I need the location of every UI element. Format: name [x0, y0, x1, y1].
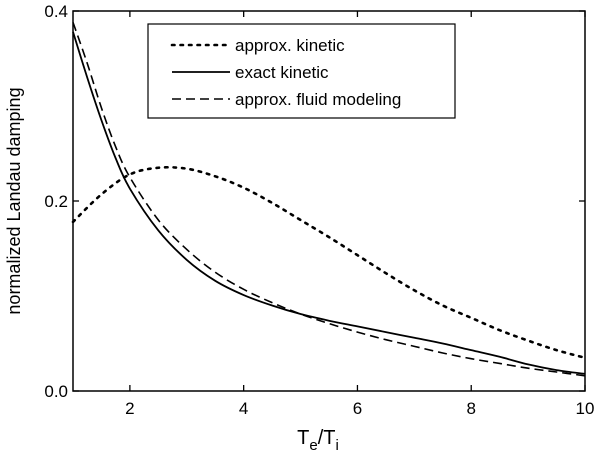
series-line-exact-kinetic [72, 31, 586, 375]
axis-tick-labels: 2 4 6 8 10 0.0 0.2 0.4 [44, 2, 594, 418]
y-axis-title: normalized Landau damping [4, 87, 24, 314]
axis-ticks [73, 10, 586, 392]
series-line-approx-fluid-modeling [72, 22, 586, 377]
x-tick-label: 2 [125, 399, 134, 418]
x-axis-title: Te/Ti [297, 427, 339, 454]
series-layer [71, 22, 587, 377]
x-axis-title-sub-i: i [336, 437, 339, 454]
x-tick-label: 10 [576, 399, 595, 418]
x-tick-label: 4 [239, 399, 248, 418]
x-axis-title-main: T [297, 427, 309, 449]
x-axis-title-main-2: T [323, 427, 335, 449]
series-line-approx-kinetic [71, 165, 587, 360]
y-tick-label: 0.2 [44, 192, 68, 211]
x-axis-title-sub-e: e [309, 437, 317, 454]
legend: approx. kinetic exact kinetic approx. fl… [147, 23, 456, 119]
y-tick-label: 0.4 [44, 2, 68, 21]
legend-label-approx-fluid-modeling: approx. fluid modeling [235, 90, 401, 109]
y-tick-label: 0.0 [44, 382, 68, 401]
x-tick-label: 8 [466, 399, 475, 418]
x-axis-title-slash: / [318, 427, 324, 449]
legend-box [147, 23, 456, 119]
x-tick-label: 6 [353, 399, 362, 418]
legend-label-exact-kinetic: exact kinetic [235, 63, 329, 82]
legend-label-approx-kinetic: approx. kinetic [235, 36, 345, 55]
